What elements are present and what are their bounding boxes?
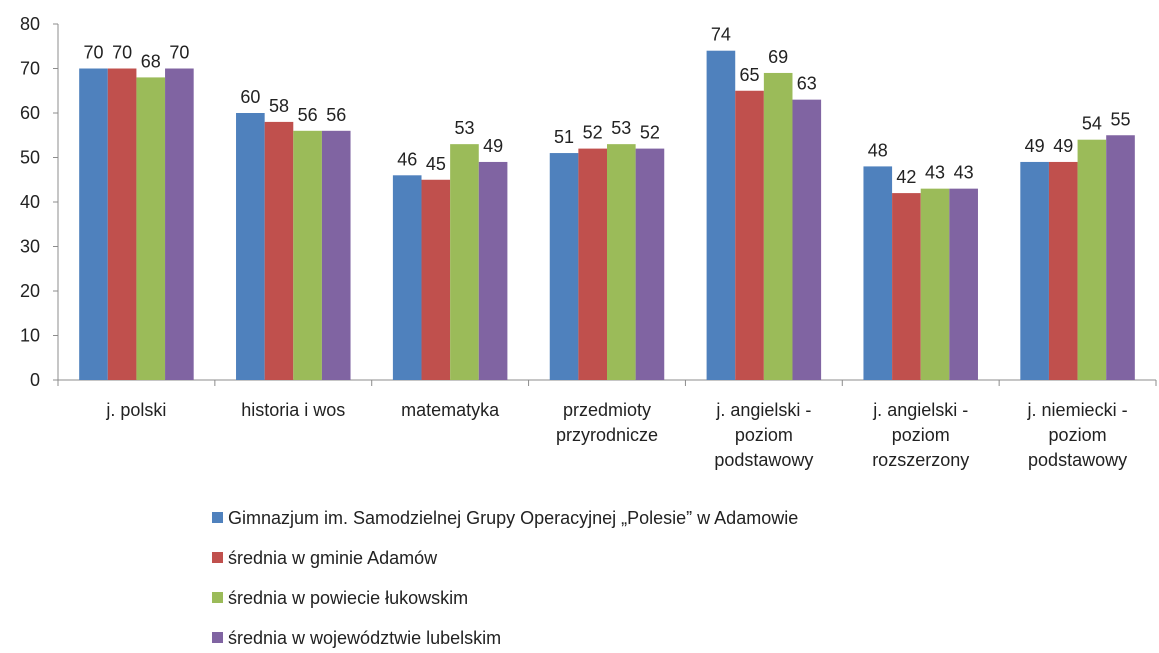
data-label: 56 [298, 105, 318, 125]
bar [578, 148, 607, 380]
data-label: 52 [640, 123, 660, 143]
bar [450, 144, 479, 380]
data-label: 52 [583, 123, 603, 143]
bar [1106, 135, 1135, 380]
x-tick-label: j. niemiecki -poziom podstawowy [1027, 400, 1128, 470]
data-label: 74 [711, 25, 731, 45]
bar [421, 179, 451, 380]
bar [107, 68, 137, 380]
bar [792, 99, 822, 381]
bar [236, 113, 265, 380]
bar [1048, 161, 1078, 380]
x-tick-label: j. angielski -poziom podstawowy [714, 400, 813, 470]
bar [136, 77, 166, 381]
data-label: 60 [240, 87, 260, 107]
y-tick-label: 0 [30, 370, 40, 390]
data-label: 56 [326, 105, 346, 125]
data-label: 54 [1082, 114, 1102, 134]
x-tick-label: matematyka [401, 400, 500, 420]
data-label: 63 [797, 74, 817, 94]
data-label: 42 [896, 167, 916, 187]
bar [892, 193, 921, 380]
y-tick-label: 30 [20, 237, 40, 257]
legend-swatch [212, 632, 223, 643]
data-label: 70 [83, 43, 103, 63]
bar [549, 153, 579, 380]
data-label: 69 [768, 47, 788, 67]
bar [1020, 161, 1049, 380]
legend-label: średnia w gminie Adamów [228, 548, 438, 568]
y-tick-label: 20 [20, 281, 40, 301]
bar [920, 188, 950, 380]
bar [949, 188, 978, 380]
data-label: 43 [925, 163, 945, 183]
legend-swatch [212, 592, 223, 603]
legend-label: średnia w województwie lubelskim [228, 628, 501, 648]
bar [607, 144, 636, 380]
y-tick-label: 60 [20, 103, 40, 123]
x-tick-label: przedmioty przyrodnicze [556, 400, 658, 445]
data-label: 53 [611, 118, 631, 138]
y-tick-label: 50 [20, 148, 40, 168]
bar [478, 161, 508, 380]
legend-swatch [212, 512, 223, 523]
data-label: 70 [169, 43, 189, 63]
data-label: 48 [868, 140, 888, 160]
y-tick-label: 70 [20, 59, 40, 79]
data-label: 55 [1110, 109, 1130, 129]
bar [1077, 139, 1107, 380]
x-tick-label: j. angielski -poziom rozszerzony [872, 400, 969, 470]
bar [293, 130, 322, 380]
data-label: 49 [1053, 136, 1073, 156]
y-tick-label: 80 [20, 14, 40, 34]
bar [392, 175, 422, 380]
bar [635, 148, 665, 380]
data-label: 46 [397, 149, 417, 169]
data-label: 68 [141, 51, 161, 71]
x-tick-label: j. polski [105, 400, 166, 420]
legend-label: średnia w powiecie łukowskim [228, 588, 468, 608]
y-tick-label: 10 [20, 326, 40, 346]
bar [321, 130, 351, 380]
data-label: 49 [1025, 136, 1045, 156]
legend-label: Gimnazjum im. Samodzielnej Grupy Operacy… [228, 508, 798, 528]
data-label: 53 [454, 118, 474, 138]
x-tick-label: historia i wos [241, 400, 345, 420]
bar [863, 166, 893, 380]
data-label: 65 [740, 65, 760, 85]
data-label: 70 [112, 43, 132, 63]
data-label: 51 [554, 127, 574, 147]
bar [735, 90, 764, 380]
data-label: 49 [483, 136, 503, 156]
data-label: 45 [426, 154, 446, 174]
bar [165, 68, 194, 380]
bar [763, 72, 793, 380]
bar [264, 121, 294, 381]
legend-swatch [212, 552, 223, 563]
bar [79, 68, 108, 380]
data-label: 58 [269, 96, 289, 116]
y-tick-label: 40 [20, 192, 40, 212]
data-label: 43 [954, 163, 974, 183]
bar [706, 50, 736, 380]
